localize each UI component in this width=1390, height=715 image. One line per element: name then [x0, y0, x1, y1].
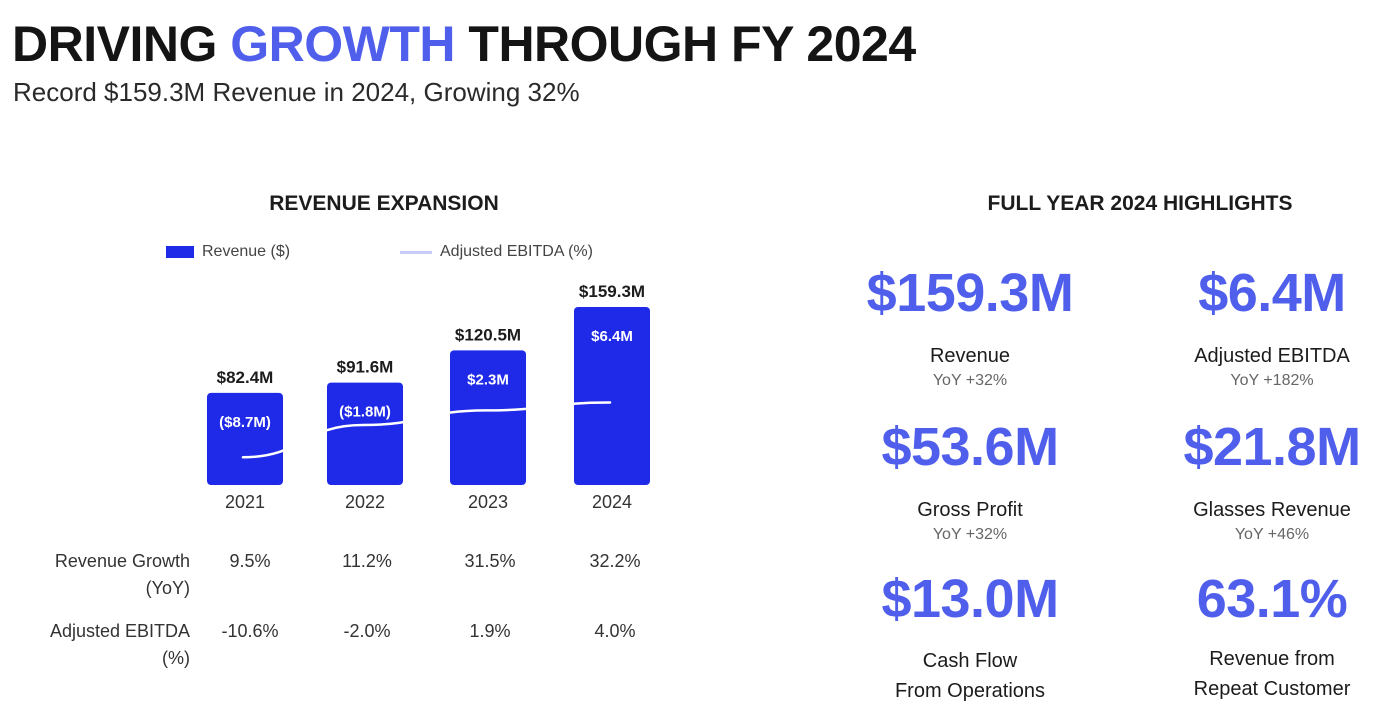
- bar-value-label: $120.5M: [455, 325, 521, 344]
- highlight-value: $6.4M: [1198, 263, 1346, 323]
- highlight-glasses-revenue: $21.8M Glasses Revenue YoY +46%: [1112, 416, 1390, 546]
- highlight-yoy: YoY +182%: [1230, 372, 1314, 389]
- revenue-bar: [450, 350, 526, 485]
- legend-ebitda-swatch: [400, 250, 432, 254]
- table-cell: 9.5%: [229, 551, 271, 571]
- table-cell: 1.9%: [469, 621, 511, 641]
- bar-inner-label: ($8.7M): [219, 414, 271, 431]
- x-tick-label: 2023: [468, 492, 508, 512]
- table-cell: -10.6%: [221, 621, 279, 641]
- highlight-gross-profit: $53.6M Gross Profit YoY +32%: [810, 416, 1130, 546]
- highlight-value: $159.3M: [866, 263, 1074, 323]
- x-tick-label: 2021: [225, 492, 265, 512]
- table-cell: -2.0%: [343, 621, 391, 641]
- revenue-bar: [207, 392, 283, 485]
- table-cell: 32.2%: [589, 551, 641, 571]
- revenue-bar: [327, 382, 403, 485]
- bar-inner-label: ($1.8M): [339, 404, 391, 421]
- page-title: DRIVING GROWTH THROUGH FY 2024: [12, 14, 916, 74]
- ebitda-line: [241, 401, 612, 459]
- table-cell: 11.2%: [342, 551, 392, 571]
- highlight-label: Cash Flow From Operations: [894, 650, 1046, 702]
- highlight-label: Revenue: [929, 345, 1011, 367]
- title-part2: THROUGH FY 2024: [468, 16, 916, 72]
- highlight-label: Revenue from Repeat Customer: [1193, 648, 1351, 700]
- highlight-value: $53.6M: [881, 417, 1059, 477]
- highlight-value: $21.8M: [1183, 417, 1361, 477]
- highlight-label: Glasses Revenue: [1193, 499, 1351, 521]
- highlight-revenue: $159.3M Revenue YoY +32%: [810, 262, 1130, 392]
- revenue-bar: [574, 306, 650, 485]
- highlight-adjusted-ebitda: $6.4M Adjusted EBITDA YoY +182%: [1112, 262, 1390, 392]
- bar-value-label: $91.6M: [337, 358, 394, 377]
- highlight-cash-flow: $13.0M Cash Flow From Operations: [810, 568, 1130, 706]
- highlight-yoy: YoY +32%: [932, 526, 1008, 543]
- bar-inner-label: $6.4M: [591, 328, 633, 345]
- highlight-yoy: YoY +46%: [1234, 526, 1310, 543]
- table-cell: 4.0%: [594, 621, 636, 641]
- title-accent: GROWTH: [230, 16, 455, 72]
- legend-revenue-label: Revenue ($): [202, 243, 291, 260]
- highlight-yoy: YoY +32%: [932, 372, 1008, 389]
- table-row-label: Adjusted EBITDA (%): [49, 621, 190, 668]
- legend-revenue: Revenue ($): [166, 241, 290, 263]
- legend-ebitda-label: Adjusted EBITDA (%): [440, 243, 593, 260]
- page-subtitle: Record $159.3M Revenue in 2024, Growing …: [13, 77, 580, 107]
- bar-value-label: $159.3M: [579, 282, 645, 301]
- highlight-label: Adjusted EBITDA: [1194, 345, 1350, 367]
- highlight-value: $13.0M: [881, 569, 1059, 629]
- highlight-value: 63.1%: [1196, 569, 1348, 629]
- x-tick-label: 2024: [592, 492, 632, 512]
- table-row-label: Revenue Growth (YoY): [54, 551, 190, 598]
- legend-ebitda: Adjusted EBITDA (%): [400, 241, 593, 263]
- highlight-label: Gross Profit: [917, 499, 1023, 521]
- bar-value-label: $82.4M: [217, 368, 274, 387]
- chart-title: REVENUE EXPANSION: [269, 192, 499, 215]
- highlights-title: FULL YEAR 2024 HIGHLIGHTS: [987, 192, 1293, 215]
- legend-revenue-swatch: [166, 246, 194, 258]
- table-cell: 31.5%: [464, 551, 516, 571]
- bar-inner-label: $2.3M: [467, 371, 509, 388]
- highlight-repeat-customer: 63.1% Revenue from Repeat Customer: [1112, 568, 1390, 704]
- x-tick-label: 2022: [345, 492, 385, 512]
- revenue-chart: $82.4M ($8.7M) 2021 $91.6M ($1.8M) 2022 $120.5…: [207, 282, 650, 512]
- title-part1: DRIVING: [12, 16, 217, 72]
